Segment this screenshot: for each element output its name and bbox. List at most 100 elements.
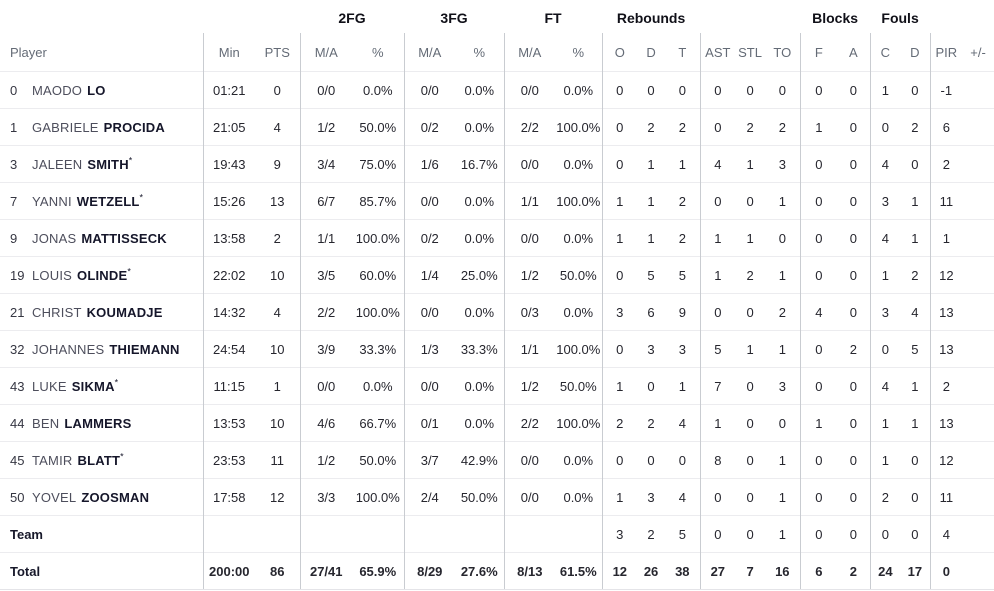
stat-cell: 50.0%: [455, 478, 505, 516]
stat-cell: 1/2: [503, 256, 556, 294]
stat-cell: 7: [699, 367, 736, 405]
player-first-name: LUKE: [32, 378, 67, 394]
stat-cell: 200:00: [202, 552, 255, 590]
player-number: 9: [10, 230, 18, 246]
stat-cell: 0: [900, 71, 931, 109]
stat-cell: 10: [255, 256, 300, 294]
stat-cell: 4: [255, 293, 300, 331]
stat-cell: 100.0%: [352, 478, 405, 516]
stat-cell: 0.0%: [555, 441, 603, 479]
stat-cell: 6: [637, 293, 666, 331]
stat-cell: 0: [799, 71, 838, 109]
stat-cell: 0/0: [503, 145, 556, 183]
column-header-3fg-ma: M/A: [403, 33, 456, 72]
stat-cell: 0.0%: [555, 219, 603, 257]
player-first-name: JOHANNES: [32, 341, 105, 357]
stat-cell: 0/2: [403, 219, 456, 257]
stat-cell: 1: [799, 108, 838, 146]
stat-cell: 0/0: [503, 478, 556, 516]
stat-cell: 100.0%: [555, 108, 603, 146]
group-header-spacer: [0, 2, 300, 33]
stat-cell: [455, 515, 505, 553]
stat-cell: 1/1: [503, 182, 556, 220]
stat-cell: 4: [799, 293, 838, 331]
stat-cell: 1: [765, 256, 801, 294]
player-cell: 21 CHRIST KOUMADJE: [0, 293, 203, 331]
stat-cell: 2/2: [503, 108, 556, 146]
stat-cell: 3: [765, 367, 801, 405]
stat-cell: 2: [837, 552, 871, 590]
stat-cell: 1: [601, 182, 638, 220]
starter-asterisk: *: [114, 377, 119, 388]
stat-cell: 2: [837, 330, 871, 368]
stat-cell: [503, 515, 556, 553]
player-last-name: PROCIDA: [103, 119, 165, 135]
group-header-blocks: Blocks: [812, 9, 859, 26]
stat-cell: 0: [699, 293, 736, 331]
stat-cell: 2: [637, 404, 666, 442]
stat-cell: 2: [637, 515, 666, 553]
player-first-name: CHRIST: [32, 304, 82, 320]
stat-cell: 3: [869, 293, 901, 331]
stat-cell: 0: [699, 478, 736, 516]
stat-cell: 0: [665, 71, 701, 109]
player-row: 50 YOVEL ZOOSMAN 17:58 12 3/3 100.0% 2/4 50.0% 0/…: [0, 478, 994, 516]
stat-cell: 0: [837, 256, 871, 294]
player-number: 1: [10, 119, 18, 135]
player-last-name: LAMMERS: [64, 415, 132, 431]
stat-cell: 1: [765, 515, 801, 553]
stat-cell: 0/0: [503, 219, 556, 257]
stat-cell: 1: [637, 145, 666, 183]
stat-cell: 0: [799, 219, 838, 257]
group-header-2fg: 2FG: [338, 9, 366, 26]
player-number: 0: [10, 82, 18, 98]
stat-cell: 0/0: [403, 367, 456, 405]
stat-cell: 0: [637, 441, 666, 479]
stat-cell: 5: [699, 330, 736, 368]
stat-cell: 0/0: [403, 182, 456, 220]
stat-cell: [352, 515, 405, 553]
stat-cell: 0: [799, 145, 838, 183]
stat-cell: 8: [699, 441, 736, 479]
stat-cell: [962, 552, 994, 590]
stat-cell: 27/41: [299, 552, 352, 590]
stat-cell: 4: [699, 145, 736, 183]
stat-cell: 0.0%: [455, 293, 505, 331]
column-header-plusminus: +/-: [970, 44, 986, 60]
stat-cell: 0.0%: [455, 219, 505, 257]
stat-cell: 4: [665, 404, 701, 442]
stat-cell: 100.0%: [555, 404, 603, 442]
stat-cell: [962, 219, 994, 257]
stat-cell: 1/2: [503, 367, 556, 405]
stat-cell: 33.3%: [455, 330, 505, 368]
player-cell: 45 TAMIR BLATT*: [0, 441, 203, 479]
stat-cell: 4: [869, 367, 901, 405]
stat-cell: [962, 404, 994, 442]
starter-asterisk: *: [127, 266, 131, 277]
stat-cell: 4: [255, 108, 300, 146]
player-last-name: OLINDE: [77, 267, 128, 283]
player-first-name: JONAS: [32, 230, 77, 246]
stat-cell: 0: [637, 367, 666, 405]
stat-cell: 1: [765, 330, 801, 368]
stat-cell: [299, 515, 352, 553]
player-last-name: KOUMADJE: [86, 304, 163, 320]
stat-cell: 22:02: [202, 256, 255, 294]
player-first-name: YOVEL: [32, 489, 77, 505]
player-last-name: MATTISSECK: [81, 230, 167, 246]
stat-cell: 5: [665, 256, 701, 294]
stat-cell: 0: [900, 441, 931, 479]
stat-cell: 0.0%: [555, 71, 603, 109]
stat-cell: 50.0%: [555, 367, 603, 405]
stat-cell: 2/4: [403, 478, 456, 516]
stat-cell: 13: [929, 293, 963, 331]
stat-cell: 13:53: [202, 404, 255, 442]
stat-cell: 0: [735, 367, 766, 405]
stat-cell: 0: [735, 515, 766, 553]
stat-cell: 0/0: [299, 71, 352, 109]
player-last-name: WETZELL: [76, 193, 140, 209]
stat-cell: 13:58: [202, 219, 255, 257]
column-header-player: Player: [10, 44, 47, 60]
stat-cell: 0: [735, 293, 766, 331]
column-header-2fg-pct: %: [371, 44, 384, 60]
